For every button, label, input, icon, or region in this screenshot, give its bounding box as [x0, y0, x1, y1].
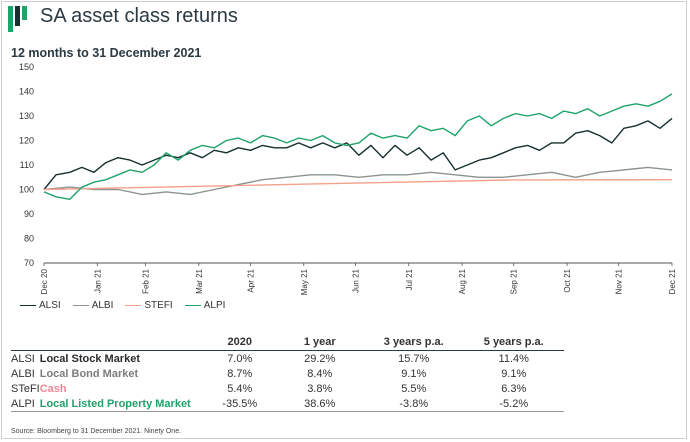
legend-label: ALBI: [91, 300, 114, 311]
chart-subtitle: 12 months to 31 December 2021: [11, 46, 202, 60]
legend-label: ALSI: [39, 300, 61, 311]
asset-name: Local Listed Property Market: [39, 396, 204, 412]
asset-code: ALSI: [11, 353, 35, 365]
return-value: 9.1%: [501, 368, 527, 380]
return-value: 8.4%: [307, 368, 333, 380]
table-header: [39, 335, 204, 351]
return-value: -35.5%: [203, 396, 276, 412]
asset-code: ALBI: [11, 368, 35, 380]
table-header: 5 years p.a.: [463, 335, 564, 351]
table-header: 1 year: [275, 335, 364, 351]
legend-item: STEFI: [125, 300, 173, 311]
legend-swatch: [72, 305, 89, 306]
legend-label: ALPI: [203, 300, 226, 311]
y-tick-label: 80: [24, 234, 34, 244]
table-row: STeFI Cash 5.4% 3.8% 5.5% 6.3%: [11, 381, 564, 396]
table-row: ALSI Local Stock Market 7.0% 29.2% 15.7% 11.4…: [11, 351, 564, 367]
y-tick-label: 130: [19, 111, 34, 121]
series-line-stefi: [43, 178, 673, 191]
return-value: 5.4%: [227, 383, 253, 395]
series-line-alsi: [43, 117, 673, 190]
return-value: 6.3%: [501, 383, 527, 395]
y-tick-label: 90: [24, 209, 34, 219]
x-tick-label: Feb 21: [142, 268, 151, 293]
return-value: -3.8%: [363, 396, 464, 412]
series-lines: [43, 93, 673, 201]
x-tick-label: Dec 21: [668, 268, 677, 294]
x-tick-label: Dec 20: [40, 268, 49, 294]
source-note: Source: Bloomberg to 31 December 2021. N…: [11, 428, 182, 435]
legend-item: ALPI: [184, 300, 226, 311]
table-header: 2020: [203, 335, 276, 351]
legend-label: STEFI: [144, 300, 173, 311]
x-tick-label: Nov 21: [615, 268, 624, 294]
table-row: ALBI Local Bond Market 8.7% 8.4% 9.1% 9.1%: [11, 366, 564, 381]
return-value: 9.1%: [401, 368, 427, 380]
series-line-albi: [43, 166, 673, 196]
asset-name: Local Stock Market: [39, 353, 140, 365]
legend-item: ALSI: [20, 300, 61, 311]
legend-swatch: [20, 305, 36, 306]
y-axis: 70 80 90 100 110 120 130 140 150: [19, 62, 34, 268]
y-tick-label: 110: [20, 160, 34, 170]
return-value: 7.0%: [227, 353, 253, 365]
return-value: 3.8%: [307, 383, 333, 395]
table-row: ALPI Local Listed Property Market -35.5% 38…: [11, 396, 564, 412]
asset-name: Cash: [39, 383, 67, 395]
y-tick-label: 140: [19, 87, 34, 97]
return-value: 11.4%: [498, 353, 529, 365]
legend-item: ALBI: [72, 300, 114, 311]
x-tick-label: Aug 21: [458, 268, 467, 294]
x-tick-label: Sep 21: [510, 268, 519, 294]
legend-swatch: [125, 305, 142, 306]
returns-table: 2020 1 year 3 years p.a. 5 years p.a. AL…: [11, 335, 564, 412]
x-tick-label: Jan 21: [93, 268, 102, 293]
x-tick-label: Jul 21: [405, 268, 414, 290]
x-axis: Dec 20 Jan 21 Feb 21 Mar 21 Apr 21 May 21 Jun …: [40, 262, 677, 295]
y-tick-label: 70: [24, 258, 34, 268]
table-header: [11, 335, 40, 351]
page-title: SA asset class returns: [40, 5, 238, 27]
x-tick-label: Apr 21: [246, 268, 255, 292]
series-line-alpi: [43, 93, 673, 201]
x-tick-label: Jun 21: [351, 268, 360, 293]
line-chart: 70 80 90 100 110 120 130 140 150 Dec 20 Jan 21 Feb…: [19, 62, 677, 295]
asset-code: STeFI: [11, 383, 40, 395]
logo-icon: [8, 6, 27, 32]
x-tick-label: May 21: [300, 268, 309, 295]
return-value: 8.7%: [227, 368, 253, 380]
asset-code: ALPI: [11, 396, 40, 412]
table-header: 3 years p.a.: [363, 335, 464, 351]
x-tick-label: Mar 21: [195, 268, 204, 293]
x-tick-label: Oct 21: [563, 268, 572, 292]
legend-swatch: [184, 305, 201, 306]
chart-legend: ALSI ALBI STEFI ALPI: [20, 300, 225, 311]
return-value: -5.2%: [463, 396, 564, 412]
y-tick-label: 120: [19, 136, 34, 146]
return-value: 15.7%: [398, 353, 430, 365]
return-value: 29.2%: [304, 353, 336, 365]
y-tick-label: 150: [19, 62, 34, 72]
y-tick-label: 100: [19, 185, 34, 195]
return-value: 5.5%: [401, 383, 427, 395]
asset-name: Local Bond Market: [39, 368, 139, 380]
return-value: 38.6%: [275, 396, 364, 412]
